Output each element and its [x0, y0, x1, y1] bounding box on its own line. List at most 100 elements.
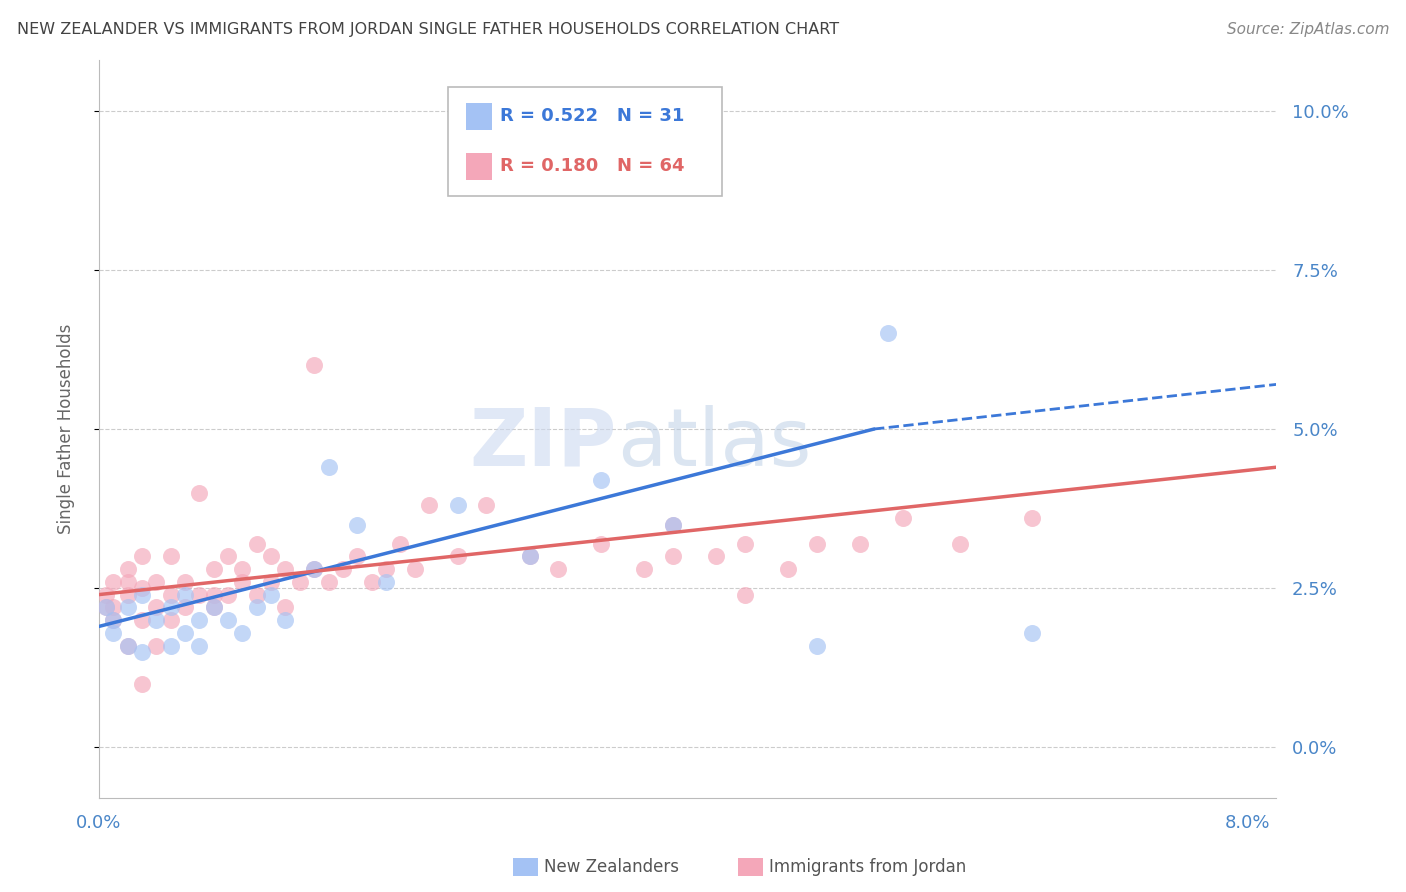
- Point: [246, 600, 269, 615]
- Point: [1021, 511, 1043, 525]
- Text: atlas: atlas: [617, 405, 811, 483]
- Point: [734, 536, 756, 550]
- Point: [418, 499, 440, 513]
- Point: [101, 613, 124, 627]
- Point: [704, 549, 727, 564]
- Point: [174, 574, 197, 589]
- Point: [776, 562, 799, 576]
- Point: [188, 613, 211, 627]
- Point: [174, 588, 197, 602]
- Point: [188, 485, 211, 500]
- Point: [159, 639, 181, 653]
- Point: [101, 613, 124, 627]
- Point: [288, 574, 311, 589]
- Point: [94, 600, 117, 615]
- Point: [662, 517, 685, 532]
- Point: [389, 536, 412, 550]
- Point: [202, 600, 225, 615]
- Point: [260, 549, 283, 564]
- Text: Source: ZipAtlas.com: Source: ZipAtlas.com: [1226, 22, 1389, 37]
- Point: [131, 645, 153, 659]
- Point: [131, 677, 153, 691]
- Point: [217, 549, 239, 564]
- Point: [891, 511, 914, 525]
- Point: [302, 359, 325, 373]
- Point: [302, 562, 325, 576]
- Point: [174, 625, 197, 640]
- Point: [848, 536, 870, 550]
- Point: [94, 588, 117, 602]
- Point: [117, 562, 139, 576]
- Text: New Zealanders: New Zealanders: [544, 858, 679, 876]
- Point: [231, 574, 253, 589]
- Point: [332, 562, 354, 576]
- Point: [117, 639, 139, 653]
- Point: [188, 639, 211, 653]
- Text: Immigrants from Jordan: Immigrants from Jordan: [769, 858, 966, 876]
- Point: [447, 499, 470, 513]
- Point: [202, 600, 225, 615]
- Text: ZIP: ZIP: [470, 405, 617, 483]
- Text: R = 0.180   N = 64: R = 0.180 N = 64: [501, 157, 685, 176]
- Point: [145, 600, 167, 615]
- Point: [734, 588, 756, 602]
- Point: [346, 517, 368, 532]
- Text: NEW ZEALANDER VS IMMIGRANTS FROM JORDAN SINGLE FATHER HOUSEHOLDS CORRELATION CHA: NEW ZEALANDER VS IMMIGRANTS FROM JORDAN …: [17, 22, 839, 37]
- Point: [260, 574, 283, 589]
- Point: [101, 625, 124, 640]
- Point: [318, 460, 340, 475]
- Point: [877, 326, 900, 341]
- Point: [117, 588, 139, 602]
- Point: [131, 613, 153, 627]
- Point: [231, 562, 253, 576]
- Point: [662, 517, 685, 532]
- Point: [318, 574, 340, 589]
- Point: [302, 562, 325, 576]
- Point: [159, 613, 181, 627]
- Point: [260, 588, 283, 602]
- Point: [346, 549, 368, 564]
- Point: [519, 549, 541, 564]
- Point: [374, 574, 396, 589]
- Point: [131, 549, 153, 564]
- Point: [662, 549, 685, 564]
- Y-axis label: Single Father Households: Single Father Households: [58, 324, 75, 534]
- Point: [117, 600, 139, 615]
- Point: [202, 588, 225, 602]
- Point: [404, 562, 426, 576]
- Point: [117, 574, 139, 589]
- Point: [101, 574, 124, 589]
- Point: [159, 588, 181, 602]
- Point: [949, 536, 972, 550]
- Point: [360, 574, 382, 589]
- Point: [806, 536, 828, 550]
- Point: [94, 600, 117, 615]
- Point: [633, 562, 655, 576]
- Point: [274, 600, 297, 615]
- Point: [447, 549, 470, 564]
- Point: [547, 562, 569, 576]
- Point: [202, 562, 225, 576]
- Point: [246, 588, 269, 602]
- Point: [274, 613, 297, 627]
- Point: [131, 588, 153, 602]
- Point: [217, 588, 239, 602]
- Point: [231, 625, 253, 640]
- Point: [475, 499, 498, 513]
- Point: [374, 562, 396, 576]
- Point: [159, 549, 181, 564]
- Point: [217, 613, 239, 627]
- Text: R = 0.522   N = 31: R = 0.522 N = 31: [501, 107, 685, 126]
- Point: [519, 549, 541, 564]
- Point: [101, 600, 124, 615]
- Point: [246, 536, 269, 550]
- Point: [131, 581, 153, 595]
- Point: [145, 613, 167, 627]
- Point: [274, 562, 297, 576]
- Point: [159, 600, 181, 615]
- Point: [188, 588, 211, 602]
- Point: [174, 600, 197, 615]
- Point: [1021, 625, 1043, 640]
- Point: [145, 574, 167, 589]
- Point: [117, 639, 139, 653]
